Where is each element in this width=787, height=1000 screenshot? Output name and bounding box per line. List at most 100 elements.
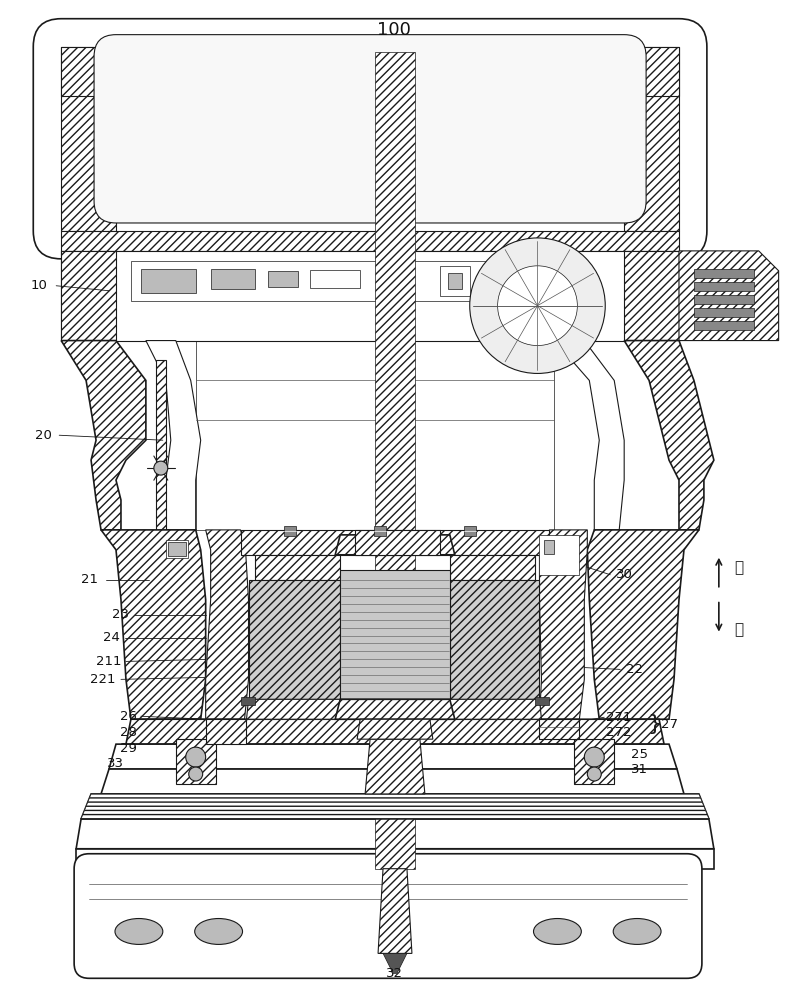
Polygon shape: [176, 739, 216, 784]
Polygon shape: [375, 52, 415, 869]
Polygon shape: [383, 953, 407, 973]
Ellipse shape: [613, 919, 661, 944]
Polygon shape: [61, 251, 679, 341]
Text: 25: 25: [630, 748, 648, 761]
Text: 上: 上: [734, 560, 744, 575]
Polygon shape: [624, 47, 679, 231]
Polygon shape: [249, 580, 340, 699]
Polygon shape: [81, 794, 709, 819]
Circle shape: [189, 767, 203, 781]
Circle shape: [497, 266, 578, 346]
Polygon shape: [61, 231, 679, 251]
Polygon shape: [205, 719, 246, 744]
Text: 23: 23: [113, 608, 130, 621]
Polygon shape: [624, 251, 679, 341]
Polygon shape: [101, 769, 684, 794]
Polygon shape: [205, 530, 249, 719]
Polygon shape: [357, 719, 433, 739]
Polygon shape: [587, 530, 699, 719]
Polygon shape: [378, 869, 412, 953]
Polygon shape: [61, 47, 679, 96]
Bar: [539, 535, 579, 575]
Bar: [440, 266, 470, 296]
Bar: [694, 308, 754, 317]
Polygon shape: [156, 360, 166, 535]
Bar: [374, 526, 386, 536]
FancyBboxPatch shape: [74, 854, 702, 978]
Circle shape: [587, 767, 601, 781]
Bar: [268, 271, 298, 287]
Polygon shape: [539, 719, 579, 739]
Bar: [168, 542, 186, 556]
Ellipse shape: [194, 919, 242, 944]
Polygon shape: [365, 739, 425, 794]
Polygon shape: [335, 699, 455, 719]
Bar: [166, 540, 188, 558]
Text: 211: 211: [96, 655, 122, 668]
Polygon shape: [450, 555, 534, 580]
Ellipse shape: [115, 919, 163, 944]
Polygon shape: [246, 699, 541, 719]
Bar: [694, 295, 754, 304]
Polygon shape: [109, 744, 677, 769]
Polygon shape: [256, 555, 340, 580]
Polygon shape: [76, 819, 714, 849]
FancyBboxPatch shape: [33, 19, 707, 259]
Text: 21: 21: [80, 573, 98, 586]
Polygon shape: [76, 849, 714, 869]
Polygon shape: [355, 530, 440, 555]
Bar: [131, 261, 500, 301]
Text: 10: 10: [31, 279, 48, 292]
Text: 20: 20: [35, 429, 52, 442]
Bar: [241, 697, 256, 705]
Polygon shape: [575, 739, 614, 784]
Text: 272: 272: [607, 726, 632, 739]
Ellipse shape: [534, 919, 582, 944]
Polygon shape: [61, 341, 146, 530]
Polygon shape: [679, 251, 778, 341]
Bar: [534, 697, 549, 705]
Polygon shape: [539, 530, 587, 719]
Polygon shape: [335, 535, 455, 555]
Text: 27: 27: [660, 718, 678, 731]
Polygon shape: [450, 580, 539, 699]
Text: 32: 32: [386, 967, 402, 980]
Bar: [448, 273, 462, 289]
FancyBboxPatch shape: [94, 35, 646, 223]
Polygon shape: [101, 530, 205, 719]
Circle shape: [470, 238, 605, 373]
Polygon shape: [61, 251, 116, 341]
Bar: [284, 526, 297, 536]
Text: 26: 26: [120, 710, 138, 723]
Bar: [141, 269, 196, 293]
Text: 33: 33: [108, 757, 124, 770]
Polygon shape: [126, 719, 664, 744]
Text: 28: 28: [120, 726, 138, 739]
Polygon shape: [340, 570, 450, 699]
Text: 100: 100: [377, 21, 411, 39]
Text: 221: 221: [91, 673, 116, 686]
Circle shape: [584, 747, 604, 767]
Bar: [694, 282, 754, 291]
Circle shape: [186, 747, 205, 767]
Bar: [545, 540, 554, 554]
Circle shape: [153, 461, 168, 475]
Text: 271: 271: [607, 711, 632, 724]
Text: 30: 30: [615, 568, 633, 581]
Polygon shape: [196, 341, 554, 530]
Text: 下: 下: [734, 622, 744, 637]
Bar: [211, 269, 256, 289]
Text: }: }: [647, 714, 661, 734]
Bar: [694, 269, 754, 278]
Polygon shape: [554, 341, 624, 530]
Polygon shape: [241, 530, 549, 555]
Bar: [310, 270, 360, 288]
Text: 22: 22: [626, 663, 643, 676]
Bar: [464, 526, 475, 536]
Polygon shape: [61, 47, 116, 231]
Text: 31: 31: [630, 763, 648, 776]
Polygon shape: [624, 341, 714, 530]
Polygon shape: [146, 341, 201, 530]
Polygon shape: [81, 794, 709, 819]
Bar: [694, 321, 754, 330]
